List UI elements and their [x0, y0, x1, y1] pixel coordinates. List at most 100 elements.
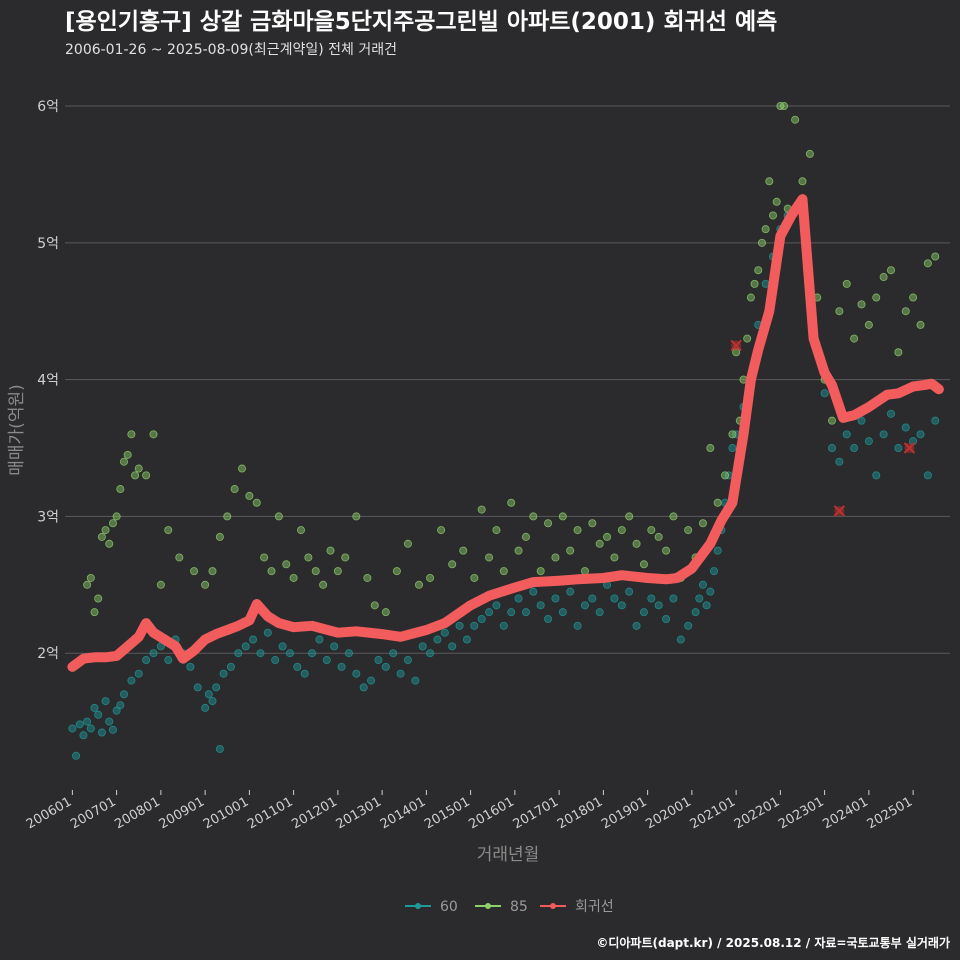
series-85-point: [116, 485, 125, 494]
x-tick-label: 202201: [732, 794, 782, 832]
series-60-point: [669, 594, 678, 603]
series-85-point: [514, 546, 523, 555]
series-60-point: [112, 706, 121, 715]
x-tick-label: 200601: [24, 794, 74, 832]
series-85-point: [215, 532, 224, 541]
legend: 60 85 회귀선: [405, 899, 614, 915]
series-85-point: [131, 471, 140, 480]
series-85-point: [580, 567, 589, 576]
series-60-point: [396, 669, 405, 678]
series-85-point: [485, 553, 494, 562]
series-85-point: [123, 450, 132, 459]
series-60-point: [164, 656, 173, 665]
regression-line: [67, 194, 944, 672]
series-60-points: [68, 211, 940, 760]
series-60-point: [208, 697, 217, 706]
series-85-point: [521, 532, 530, 541]
series-60-point: [654, 601, 663, 610]
series-60-point: [94, 710, 103, 719]
series-60-point: [521, 608, 530, 617]
x-tick-label: 202001: [643, 794, 693, 832]
series-60-point: [828, 444, 837, 453]
series-85-point: [304, 553, 313, 562]
series-60-point: [226, 662, 235, 671]
series-60-point: [105, 717, 114, 726]
prediction-marker-cross: [833, 505, 846, 517]
series-85-point: [223, 512, 232, 521]
series-85-point: [101, 526, 110, 535]
series-60-point: [647, 594, 656, 603]
series-60-point: [713, 546, 722, 555]
x-tick-label: 202501: [865, 794, 915, 832]
series-85-point: [403, 539, 412, 548]
series-85-point: [757, 238, 766, 247]
series-85-point: [713, 498, 722, 507]
series-60-point: [923, 471, 932, 480]
series-85-point: [662, 546, 671, 555]
series-60-point: [864, 437, 873, 446]
series-60-point: [271, 656, 280, 665]
series-85-point: [149, 430, 158, 439]
series-85-point: [352, 512, 361, 521]
series-85-point: [282, 560, 291, 569]
series-85-point: [931, 252, 940, 261]
series-60-point: [374, 656, 383, 665]
series-85-point: [743, 334, 752, 343]
series-60-point: [68, 724, 77, 733]
series-60-point: [820, 389, 829, 398]
series-85-point: [392, 567, 401, 576]
series-85-point: [879, 273, 888, 282]
series-85-point: [237, 464, 246, 473]
x-tick-label: 201801: [555, 794, 605, 832]
series-60-point: [492, 601, 501, 610]
series-85-point: [750, 279, 759, 288]
series-85-point: [448, 560, 457, 569]
series-85-point: [654, 532, 663, 541]
series-85-point: [765, 177, 774, 186]
series-85-point: [142, 471, 151, 480]
series-85-point: [916, 320, 925, 329]
series-85-point: [684, 526, 693, 535]
series-85-point: [769, 211, 778, 220]
series-85-point: [112, 512, 121, 521]
series-85-point: [603, 532, 612, 541]
y-axis-label: 매매가(억원): [7, 384, 27, 475]
series-60-point: [285, 649, 294, 658]
series-60-point: [344, 649, 353, 658]
source-caption: ©디아파트(dapt.kr) / 2025.08.12 / 자료=국토교통부 실…: [596, 935, 950, 950]
series-85-point: [363, 573, 372, 582]
series-85-point: [625, 512, 634, 521]
series-60-point: [901, 423, 910, 432]
series-60-point: [389, 649, 398, 658]
series-60-point: [249, 635, 258, 644]
series-85-point: [477, 505, 486, 514]
series-60-point: [120, 690, 129, 699]
series-60-point: [263, 628, 272, 637]
series-60-point: [300, 669, 309, 678]
series-85-point: [164, 526, 173, 535]
x-tick-label: 201201: [289, 794, 339, 832]
series-85-point: [728, 430, 737, 439]
series-85-point: [319, 580, 328, 589]
series-60-point: [625, 587, 634, 596]
series-85-point: [857, 300, 866, 309]
x-tick-label: 202401: [820, 794, 870, 832]
series-60-point: [684, 621, 693, 630]
series-60-point: [580, 601, 589, 610]
series-85-point: [721, 471, 730, 480]
series-85-point: [698, 519, 707, 528]
series-60-point: [588, 594, 597, 603]
series-85-point: [83, 580, 92, 589]
x-tick-label: 201701: [511, 794, 561, 832]
series-60-point: [108, 725, 117, 734]
series-60-point: [595, 608, 604, 617]
series-60-point: [551, 594, 560, 603]
series-60-point: [440, 628, 449, 637]
series-85-point: [805, 149, 814, 158]
y-tick-label: 5억: [37, 236, 59, 252]
series-60-point: [610, 594, 619, 603]
series-85-point: [706, 444, 715, 453]
series-60-point: [702, 601, 711, 610]
y-tick-label: 2억: [37, 646, 59, 662]
series-60-point: [256, 649, 265, 658]
